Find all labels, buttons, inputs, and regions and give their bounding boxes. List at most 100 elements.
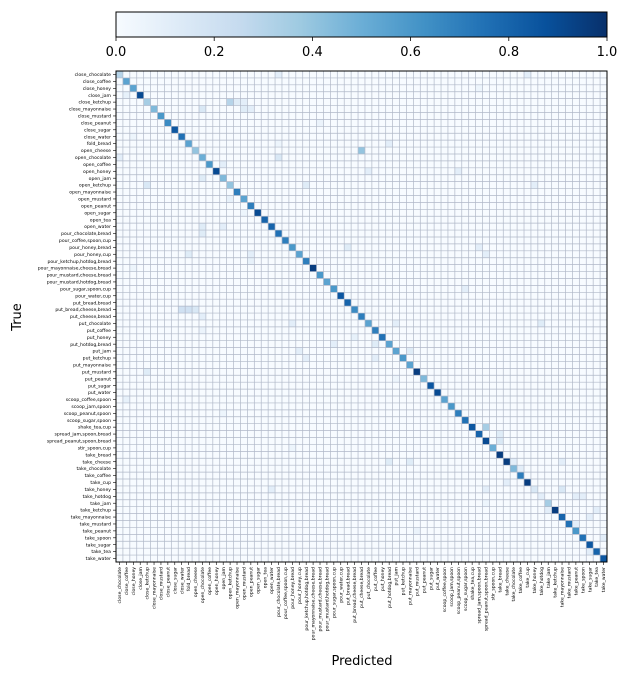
heatmap-cell [198, 313, 206, 320]
heatmap-cell [392, 319, 400, 327]
x-tick-label: take_hotdog [539, 567, 545, 595]
y-tick-label: close_mayonnaise [69, 107, 111, 113]
x-tick-label: pour_honey,cup [297, 567, 303, 604]
heatmap-cell [475, 243, 483, 251]
x-tick-label: open_coffee [207, 567, 213, 595]
heatmap-cells [116, 71, 607, 562]
colorbar-tick-label: 0.2 [204, 45, 225, 60]
heatmap-cell [434, 389, 442, 397]
heatmap-cell [482, 485, 490, 493]
y-tick-label: open_water [84, 224, 111, 230]
x-tick-label: take_sugar [587, 567, 593, 592]
heatmap-cell [600, 555, 607, 562]
x-tick-label: open_water [269, 567, 275, 594]
heatmap-cell [475, 430, 483, 438]
x-tick-label: take_chocolate [511, 567, 517, 602]
y-tick-label: take_cheese [82, 459, 111, 465]
heatmap-cell [192, 147, 199, 154]
y-tick-label: take_hotdog [83, 494, 111, 500]
heatmap-cell [233, 188, 241, 196]
heatmap-cell [288, 243, 296, 251]
heatmap-cell [275, 153, 282, 161]
x-tick-label: take_coffee [518, 567, 524, 594]
y-tick-label: pour_sugar,spoon,cup [60, 286, 111, 292]
y-tick-label: put_sugar [88, 383, 111, 389]
colorbar-tick-label: 1.0 [597, 45, 618, 60]
x-tick-label: scoop_coffee,spoon [442, 567, 448, 612]
heatmap-cell [157, 112, 165, 120]
heatmap-cell [371, 354, 379, 362]
heatmap-cell [572, 527, 580, 535]
y-tick-label: put_jam [93, 349, 112, 355]
y-tick-label: put_peanut [85, 376, 111, 382]
x-tick-label: take_mayonnaise [560, 567, 566, 607]
heatmap-cell [392, 375, 400, 383]
x-tick-label: take_water [601, 567, 607, 592]
heatmap-cell [447, 402, 455, 410]
heatmap-cell [316, 271, 324, 279]
heatmap-cell [461, 416, 469, 424]
x-tick-label: put_ketchup [401, 567, 407, 595]
y-tick-label: take_mayonnaise [71, 515, 111, 521]
grid-lines [116, 71, 607, 562]
heatmap-cell [212, 167, 220, 175]
x-tick-label: close_mayonnaise [152, 567, 158, 609]
heatmap-cell [150, 105, 158, 113]
heatmap-cell [198, 105, 206, 113]
heatmap-cell [503, 458, 511, 466]
x-tick-label: close_ketchup [145, 567, 151, 600]
y-tick-label: close_sugar [84, 127, 111, 133]
x-tick-label: open_mustard [242, 567, 248, 600]
y-tick-label: put_mustard [82, 369, 111, 375]
y-tick-label: open_mustard [78, 197, 111, 203]
heatmap-cell [233, 98, 241, 106]
heatmap-cell [427, 382, 435, 390]
heatmap-cell [530, 181, 538, 189]
y-tick-label: pour_chocolate,bread [61, 231, 111, 237]
y-tick-label: take_mustard [80, 522, 111, 528]
heatmap-cell [406, 458, 414, 466]
heatmap-cell [517, 472, 525, 480]
y-tick-label: take_bread [86, 452, 112, 458]
heatmap-cell [226, 195, 234, 203]
heatmap-cell [226, 181, 234, 189]
x-tick-label: take_honey [532, 567, 538, 594]
x-tick-label: put_water [435, 567, 441, 590]
x-tick-label: shake_tea,cup [470, 567, 476, 600]
heatmap-cell [330, 340, 338, 348]
y-tick-label: pour_mayonnaise,cheese,bread [38, 266, 111, 272]
heatmap-cell [178, 306, 186, 314]
heatmap-cell [116, 153, 123, 161]
heatmap-cell [454, 409, 462, 417]
y-tick-label: take_peanut [83, 528, 112, 534]
y-tick-label: open_jam [89, 176, 112, 182]
heatmap-cell [129, 133, 137, 141]
heatmap-cell [129, 264, 137, 272]
x-tick-label: open_mayonnaise [235, 567, 241, 609]
heatmap-cell [482, 499, 490, 507]
heatmap-cell [544, 499, 552, 507]
heatmap-cell [420, 375, 428, 383]
x-tick-label: put_bread,bread [345, 567, 351, 605]
heatmap-cell [558, 513, 566, 521]
heatmap-cell [247, 257, 255, 265]
y-tick-label: take_tea [91, 549, 111, 555]
x-tick-label: open_cheese [193, 567, 199, 597]
heatmap-cell [392, 347, 400, 355]
x-tick-label: pour_ketchup,hotdog,bread [304, 567, 310, 631]
colorbar-ticks: 0.0 0.2 0.4 0.6 0.8 1.0 [106, 37, 618, 60]
heatmap-cell [344, 299, 352, 307]
heatmap-cell [593, 548, 601, 556]
heatmap-cell [364, 319, 372, 327]
x-tick-label: put_mayonnaise [408, 567, 414, 605]
heatmap-cell [364, 167, 372, 175]
heatmap-cell [441, 396, 448, 403]
heatmap-cell [572, 492, 580, 500]
heatmap-cell [129, 84, 137, 92]
x-tick-label: pour_mustard,cheese,bread [318, 567, 324, 632]
y-tick-labels: close_chocolateclose_coffeeclose_honeycl… [38, 72, 116, 562]
heatmap-cell [219, 409, 227, 417]
heatmap-cell [344, 243, 352, 251]
heatmap-cell [136, 91, 144, 99]
heatmap-cell [275, 230, 282, 237]
